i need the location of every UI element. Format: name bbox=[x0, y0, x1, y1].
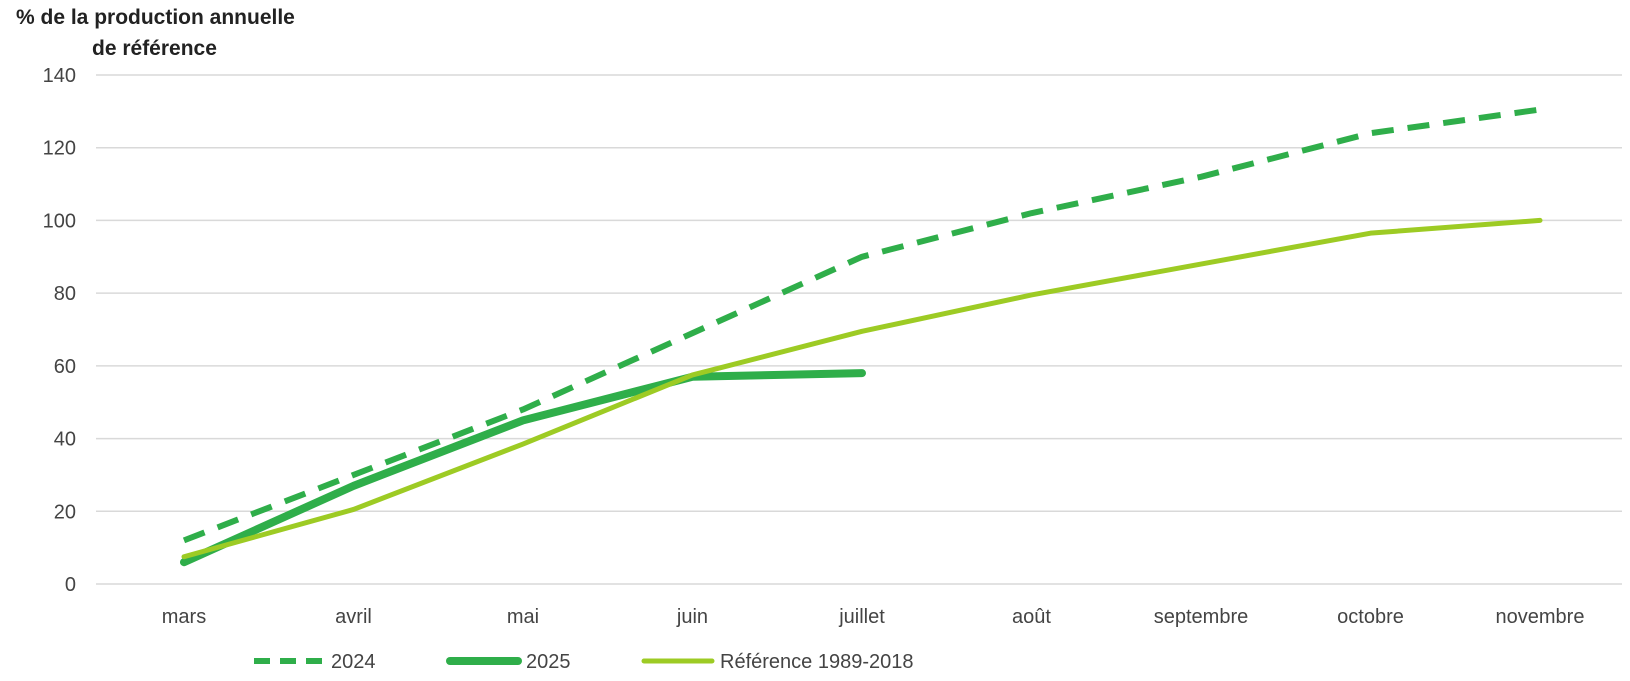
legend-label: 2024 bbox=[331, 651, 376, 673]
x-tick-label: août bbox=[1012, 606, 1051, 628]
y-tick-label: 140 bbox=[43, 65, 76, 87]
legend-label: 2025 bbox=[526, 651, 571, 673]
y-axis-title: % de la production annuelle de référence bbox=[16, 6, 295, 60]
x-tick-label: juin bbox=[676, 606, 708, 628]
y-tick-label: 100 bbox=[43, 210, 76, 232]
y-axis-ticks: 0 20 40 60 80 100 120 140 bbox=[43, 65, 76, 596]
y-axis-title-line-1: % de la production annuelle bbox=[16, 6, 295, 29]
x-tick-label: octobre bbox=[1337, 606, 1404, 628]
y-tick-label: 20 bbox=[54, 501, 76, 523]
y-axis-title-line-2: de référence bbox=[92, 37, 217, 60]
legend: 2024 2025 Référence 1989-2018 bbox=[254, 651, 913, 673]
x-tick-label: avril bbox=[335, 606, 372, 628]
y-tick-label: 60 bbox=[54, 356, 76, 378]
x-tick-label: septembre bbox=[1154, 606, 1249, 628]
series-line-2025 bbox=[180, 369, 866, 567]
x-tick-label: mars bbox=[162, 606, 206, 628]
series-line-2024 bbox=[182, 106, 1541, 544]
y-tick-label: 120 bbox=[43, 138, 76, 160]
x-axis-ticks: mars avril mai juin juillet août septembre octo… bbox=[162, 606, 1585, 628]
gridlines bbox=[96, 74, 1622, 585]
x-tick-label: novembre bbox=[1496, 606, 1585, 628]
series-line-référence-1989-2018 bbox=[181, 217, 1543, 560]
x-tick-label: juillet bbox=[838, 606, 885, 628]
x-tick-label: mai bbox=[507, 606, 539, 628]
legend-label: Référence 1989-2018 bbox=[720, 651, 913, 673]
series-lines bbox=[180, 106, 1543, 567]
y-tick-label: 0 bbox=[65, 574, 76, 596]
y-tick-label: 40 bbox=[54, 429, 76, 451]
y-tick-label: 80 bbox=[54, 283, 76, 305]
